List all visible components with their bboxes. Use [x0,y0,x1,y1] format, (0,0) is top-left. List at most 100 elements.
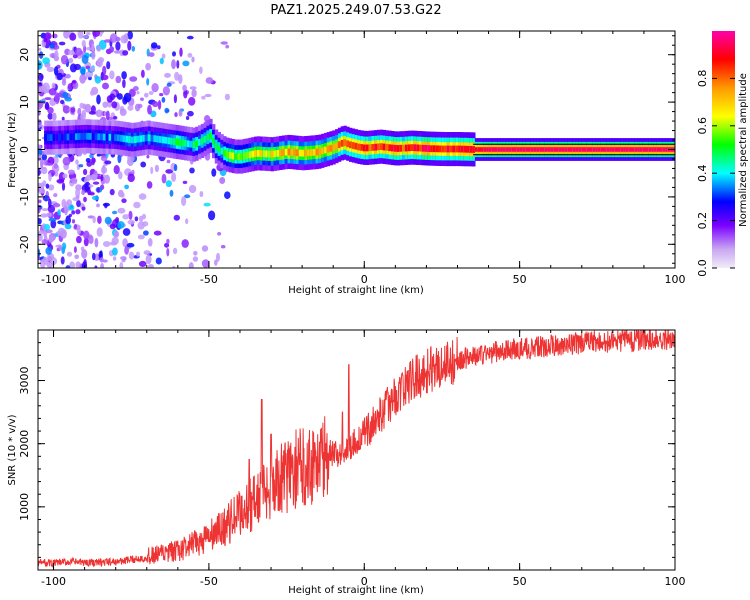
heatmap-noise-blob [140,161,147,168]
heatmap-ridge-cell [321,147,325,155]
heatmap-ridge-cell [606,147,610,152]
heatmap-noise-blob [109,93,116,101]
snr-panel: -100 -50 0 50 100 1000 2000 3000 Height of str… [7,329,686,596]
heatmap-noise-blob [68,57,74,64]
heatmap-ridge-cell [172,138,177,145]
heatmap-ridge-cell [153,135,157,142]
heatmap-noise-blob [73,223,78,230]
heatmap-noise-blob [103,39,111,43]
heatmap-noise-blob [80,112,86,121]
heatmap-ridge-cell [309,149,314,156]
heatmap-ridge-cell [665,147,669,152]
heatmap-noise-blob [81,55,89,64]
heatmap-noise-blob [81,206,86,211]
heatmap-noise-blob [79,74,86,84]
heatmap-noise-blob [79,66,86,75]
heatmap-noise-blob [182,60,190,67]
heatmap-ridge-cell [75,133,79,141]
heatmap-ridge-cell [212,137,216,145]
heatmap-noise-blob [121,198,127,203]
heatmap-ridge-cell [469,146,473,153]
heatmap-noise-blob [112,210,118,215]
heatmap-noise-blob [61,182,66,191]
heatmap-ridge-cell [242,152,247,160]
heatmap-noise-blob [38,60,43,70]
heatmap-ridge-cell [279,149,283,157]
heatmap-ridge-cell [455,145,459,153]
heatmap-noise-blob [199,191,204,198]
heatmap-noise-blob [192,256,199,262]
x-tick-label: 50 [513,575,527,588]
colorbar-tick-label: 0.6 [696,117,709,135]
heatmap-noise-blob [113,50,121,54]
heatmap-noise-blob [57,227,66,237]
heatmap-noise-blob [157,45,161,50]
heatmap-noise-blob [81,189,85,196]
heatmap-noise-blob [102,259,108,263]
heatmap-noise-blob [83,237,89,247]
heatmap-noise-blob [187,52,193,58]
heatmap-noise-blob [64,223,72,230]
heatmap-noise-blob [115,36,121,42]
heatmap-noise-blob [71,79,77,84]
heatmap-noise-blob [164,72,171,78]
heatmap-ridge-cell [631,147,635,152]
heatmap-noise-blob [185,218,189,225]
figure-title: PAZ1.2025.249.07.53.G22 [270,3,441,18]
heatmap-noise-blob [169,189,174,197]
heatmap-noise-blob [102,101,109,108]
heatmap-noise-blob [161,97,166,103]
heatmap-ridge-cell [399,144,403,152]
heatmap-noise-blob [201,95,206,100]
heatmap-noise-blob [75,209,81,215]
snr-frame [37,329,676,571]
heatmap-noise-blob [41,208,49,212]
heatmap-ridge-cell [295,149,300,157]
heatmap-noise-blob [47,112,53,120]
heatmap-noise-blob [71,219,76,224]
heatmap-noise-blob [85,158,91,163]
heatmap-noise-blob [188,184,197,194]
heatmap-ridge-cell [575,147,579,152]
heatmap-ridge-cell [105,133,110,141]
heatmap-noise-blob [70,107,76,113]
heatmap-ridge-cell [662,147,666,152]
heatmap-noise-blob [54,50,59,60]
heatmap-noise-blob [67,169,75,175]
heatmap-noise-blob [166,82,172,87]
heatmap-noise-blob [91,50,96,60]
heatmap-noise-blob [74,254,80,260]
heatmap-noise-blob [100,174,104,182]
heatmap-noise-blob [120,192,125,198]
heatmap-ridge-cell [326,145,331,153]
heatmap-noise-blob [138,215,144,222]
heatmap-ridge-cell [603,147,607,152]
heatmap-ridge-cell [609,147,613,152]
heatmap-noise-blob [176,60,180,69]
heatmap-ridge-cell [312,148,317,156]
heatmap-noise-blob [100,155,108,162]
heatmap-noise-blob [92,31,100,37]
heatmap-noise-blob [38,204,41,214]
heatmap-noise-blob [53,163,58,169]
heatmap-noise-blob [65,73,71,79]
heatmap-ridge-cell [463,145,468,153]
heatmap-ridge-cell [614,147,619,152]
heatmap-ridge-cell [458,145,462,153]
heatmap-noise-blob [157,100,162,110]
heatmap-ridge-cell [108,133,112,141]
heatmap-ridge-cell [332,144,336,151]
heatmap-noise-blob [57,209,61,216]
heatmap-ridge-cell [368,144,372,152]
heatmap-noise-blob [61,242,67,250]
heatmap-noise-blob [112,247,118,256]
heatmap-noise-blob [75,159,79,165]
heatmap-noise-blob [122,79,126,89]
heatmap-noise-blob [154,164,159,173]
heatmap-noise-blob [131,45,135,52]
heatmap-x-ticks: -100 -50 0 50 100 [41,31,686,286]
heatmap-ridge-cell [55,134,59,141]
heatmap-ridge-cell [287,148,291,156]
heatmap-noise-blob [77,107,82,116]
heatmap-noise-blob [48,172,52,182]
